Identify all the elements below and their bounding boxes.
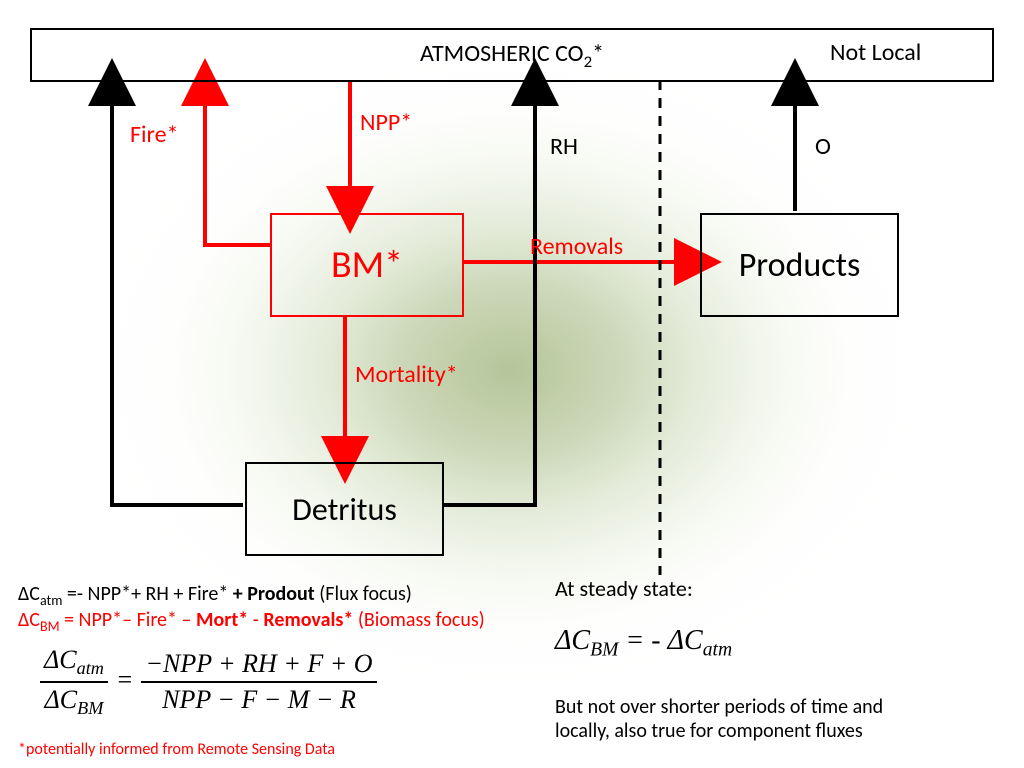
detritus-label: Detritus [292, 490, 397, 529]
mortality-label: Mortality* [355, 360, 458, 389]
o-label: O [815, 132, 831, 161]
not-local-label: Not Local [830, 38, 921, 67]
npp-label: NPP* [360, 108, 412, 137]
rh-label: RH [550, 132, 578, 161]
biomass-box: BM* [270, 213, 464, 317]
biomass-label: BM* [331, 242, 403, 288]
eq-fraction: ΔCatmΔCBM=−NPP + RH + F + ONPP − F − M −… [40, 645, 377, 719]
removals-label: Removals [530, 232, 623, 261]
fire-label: Fire* [130, 120, 178, 149]
products-label: Products [739, 245, 861, 286]
footnote: *potentially informed from Remote Sensin… [18, 740, 335, 759]
detritus-box: Detritus [245, 462, 444, 556]
atmosphere-label: ATMOSHERIC CO2* [420, 39, 604, 72]
steady-state-note: But not over shorter periods of time and… [555, 695, 883, 743]
steady-state-equation: ΔCBM = - ΔCatm [555, 625, 732, 662]
diagram-stage: ATMOSHERIC CO2* Not Local BM* Detritus P… [0, 0, 1024, 768]
steady-state-title: At steady state: [555, 575, 693, 602]
eq-flux-focus: ΔCatm =- NPP*+ RH + Fire* + Prodout (Flu… [18, 582, 412, 609]
products-box: Products [700, 213, 899, 317]
eq-biomass-focus: ΔCBM = NPP*– Fire* – Mort* - Removals* (… [18, 608, 485, 635]
